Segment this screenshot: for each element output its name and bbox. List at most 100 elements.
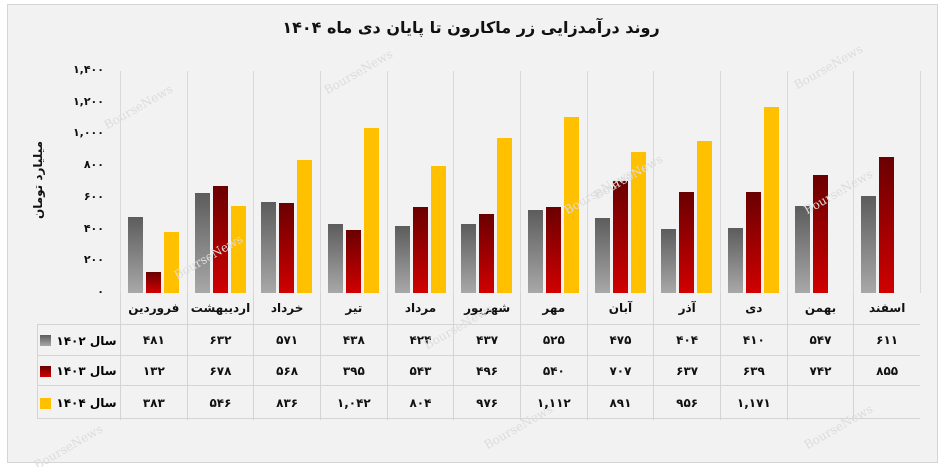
- table-cell: ۴۹۶: [453, 356, 520, 386]
- bar-1: [194, 192, 210, 293]
- legend-swatch-icon: [40, 397, 52, 409]
- table-cell: ۴۳۷: [453, 325, 520, 356]
- table-cell: [853, 386, 920, 420]
- table-cell: ۵۴۶: [186, 386, 254, 420]
- bar-1: [394, 225, 410, 293]
- y-tick-label: ۲۰۰: [83, 253, 104, 267]
- category-divider: [253, 71, 255, 293]
- table-cell: ۶۳۷: [653, 356, 720, 386]
- table-cell: ۵۴۳: [386, 356, 454, 386]
- category-label: بهمن: [786, 293, 854, 324]
- bar-3: [364, 127, 379, 293]
- table-cell: ۹۵۶: [653, 386, 720, 420]
- table-cell: ۱۳۲: [120, 356, 187, 386]
- bar-1: [728, 228, 743, 293]
- bar-2: [412, 206, 428, 293]
- y-tick-label: ۴۰۰: [83, 221, 104, 235]
- category-label: مهر: [520, 293, 587, 324]
- bar-3: [297, 160, 313, 293]
- plot-area: [120, 71, 921, 293]
- category-label: آذر: [653, 293, 720, 324]
- legend-label: سال ۱۴۰۳: [56, 364, 117, 378]
- category-divider: [653, 71, 655, 293]
- category-divider: [320, 71, 321, 293]
- category-label: شهریور: [453, 293, 520, 324]
- table-cell: ۵۷۱: [253, 325, 320, 356]
- table-row: سال ۱۴۰۴ ۳۸۳ ۵۴۶ ۸۳۶ ۱,۰۴۲ ۸۰۴ ۹۷۶ ۱,۱۱۲ ۸۹۱ ۹۵۶ ۱…: [37, 385, 920, 420]
- bar-2: [546, 207, 561, 293]
- bar-1: [461, 223, 477, 293]
- category-divider: [786, 71, 788, 293]
- table-row: سال ۱۴۰۲ ۴۸۱ ۶۳۲ ۵۷۱ ۴۳۸ ۴۲۴ ۴۳۷ ۵۲۵ ۴۷۵ ۴۰۴ ۴۱۰ ۵۴…: [37, 324, 920, 356]
- table-cell: ۹۷۶: [453, 386, 520, 420]
- table-cell: ۸۰۴: [386, 386, 454, 420]
- bar-1: [528, 209, 543, 293]
- category-label: فروردین: [120, 293, 187, 324]
- bar-2: [879, 157, 895, 293]
- table-cell: ۱,۱۷۱: [720, 386, 787, 420]
- table-cell: ۱,۰۴۲: [320, 386, 387, 420]
- bar-1: [661, 228, 677, 293]
- bar-3: [630, 151, 646, 293]
- table-cell: ۴۱۰: [720, 325, 787, 356]
- category-label: مرداد: [386, 293, 454, 324]
- y-tick-label: ۸۰۰: [83, 158, 104, 172]
- category-divider: [586, 71, 588, 293]
- bar-2: [679, 192, 695, 293]
- table-cell: ۵۲۵: [520, 325, 587, 356]
- y-tick-label: ۱,۰۰۰: [72, 126, 104, 140]
- category-label: دی: [720, 293, 787, 324]
- bar-2: [279, 202, 295, 293]
- legend-label: سال ۱۴۰۲: [56, 333, 117, 348]
- y-tick-label: ۱,۴۰۰: [72, 63, 104, 76]
- legend-entry: سال ۱۴۰۳: [37, 356, 120, 386]
- table-cell: ۷۰۷: [586, 356, 654, 386]
- category-label: تیر: [320, 293, 387, 324]
- legend-entry: سال ۱۴۰۴: [37, 386, 120, 420]
- category-label: اردیبهشت: [186, 293, 254, 324]
- table-cell: ۳۸۳: [120, 386, 187, 420]
- legend-swatch-icon: [40, 335, 52, 346]
- table-cell: ۴۸۱: [120, 325, 187, 356]
- bar-1: [328, 223, 343, 293]
- category-divider: [720, 71, 721, 293]
- bar-3: [564, 116, 579, 293]
- legend-entry: سال ۱۴۰۲: [37, 325, 120, 356]
- bar-2: [746, 191, 761, 293]
- table-cell: [786, 386, 854, 420]
- table-cell: ۶۳۲: [186, 325, 254, 356]
- category-label: آبان: [586, 293, 654, 324]
- legend-label: سال ۱۴۰۴: [56, 396, 117, 410]
- table-cell: ۸۳۶: [253, 386, 320, 420]
- table-cell: ۸۵۵: [853, 356, 920, 386]
- table-cell: ۵۴۰: [520, 356, 587, 386]
- category-divider: [453, 71, 455, 293]
- data-table: فروردین اردیبهشت خرداد تیر مرداد شهریور مهر آبا…: [37, 293, 920, 420]
- table-cell: ۱,۱۱۲: [520, 386, 587, 420]
- bar-2: [212, 185, 228, 293]
- bar-3: [497, 138, 513, 293]
- table-cell: ۶۳۹: [720, 356, 787, 386]
- table-cell: ۶۱۱: [853, 325, 920, 356]
- category-divider: [120, 71, 121, 293]
- y-tick-label: ۱,۲۰۰: [72, 94, 104, 108]
- category-divider: [520, 71, 521, 293]
- bar-2: [346, 230, 361, 293]
- bar-2: [479, 214, 495, 293]
- table-cell: ۷۴۲: [786, 356, 854, 386]
- legend-swatch-icon: [40, 365, 52, 377]
- table-cell: ۵۶۸: [253, 356, 320, 386]
- chart-title: روند درآمدزایی زر ماکارون تا پایان دی ما…: [282, 18, 660, 37]
- category-divider: [853, 71, 855, 293]
- category-divider: [920, 71, 921, 293]
- table-row: سال ۱۴۰۳ ۱۳۲ ۶۷۸ ۵۶۸ ۳۹۵ ۵۴۳ ۴۹۶ ۵۴۰ ۷۰۷ ۶۳۷ ۶۳۹ ۷۴…: [37, 355, 920, 386]
- bar-2: [146, 272, 161, 293]
- category-divider: [186, 71, 188, 293]
- y-axis-label: میلیارد تومان: [31, 140, 45, 220]
- bar-3: [230, 206, 246, 293]
- table-cell: ۵۴۷: [786, 325, 854, 356]
- category-label: خرداد: [253, 293, 320, 324]
- table-cell: ۳۹۵: [320, 356, 387, 386]
- bar-1: [128, 216, 143, 293]
- table-cell: ۴۳۸: [320, 325, 387, 356]
